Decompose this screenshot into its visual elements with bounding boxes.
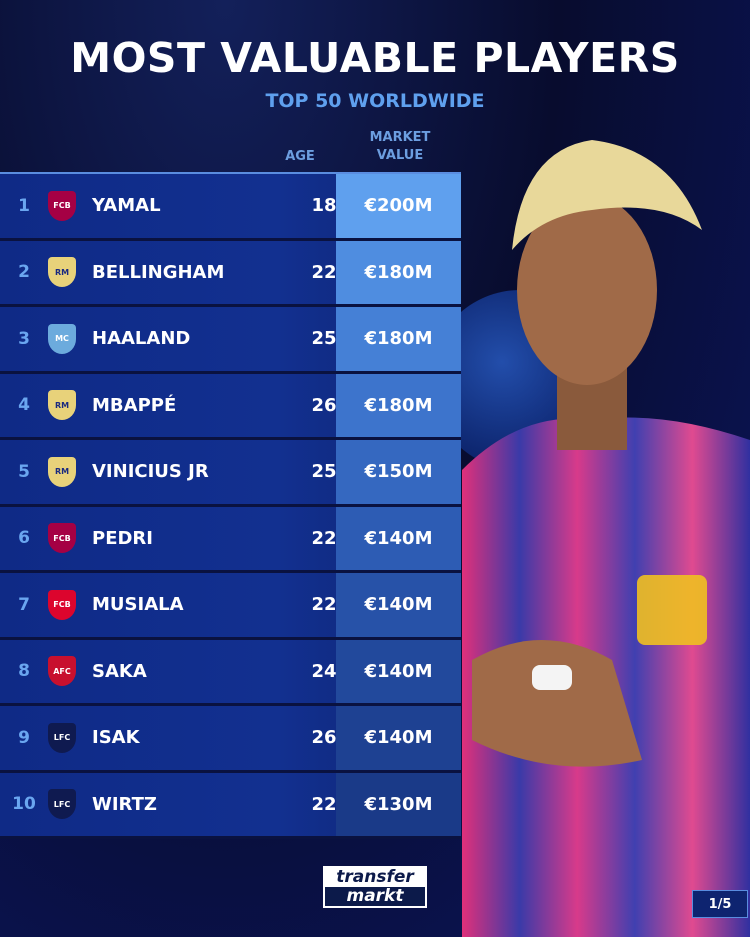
market-value: €130M — [336, 772, 461, 836]
page-subtitle: TOP 50 WORLDWIDE — [265, 90, 485, 112]
rank: 2 — [18, 262, 30, 283]
market-value: €180M — [336, 373, 461, 437]
club-crest-icon: FCB — [48, 190, 76, 221]
club-crest-icon: LFC — [48, 722, 76, 753]
player-age: 26 — [311, 727, 337, 749]
club-crest-icon: RM — [48, 390, 76, 421]
market-value: €140M — [336, 706, 461, 770]
column-header-market-value: MARKET VALUE — [350, 129, 450, 165]
club-crest-icon: AFC — [48, 656, 76, 687]
table-row: 7 FCB MUSIALA 22 €140M — [0, 573, 461, 640]
market-value: €180M — [336, 307, 461, 371]
player-name: BELLINGHAM — [92, 261, 225, 283]
table-row: 6 FCB PEDRI 22 €140M — [0, 506, 461, 573]
player-age: 26 — [311, 394, 337, 416]
player-name: MUSIALA — [92, 594, 184, 616]
market-value: €180M — [336, 240, 461, 304]
rank: 5 — [18, 461, 30, 482]
club-crest-icon: FCB — [48, 589, 76, 620]
player-name: ISAK — [92, 727, 140, 749]
column-header-market-value-line1: MARKET — [369, 130, 431, 145]
page-indicator: 1/5 — [692, 890, 748, 918]
rank: 4 — [18, 395, 30, 416]
club-crest-icon: FCB — [48, 523, 76, 554]
table-row: 10 LFC WIRTZ 22 €130M — [0, 772, 461, 839]
club-crest-icon: RM — [48, 257, 76, 288]
table-row: 8 AFC SAKA 24 €140M — [0, 639, 461, 706]
logo-text-markt: markt — [325, 887, 425, 906]
market-value: €140M — [336, 573, 461, 637]
player-name: PEDRI — [92, 527, 153, 549]
market-value: €200M — [336, 174, 461, 238]
player-name: VINICIUS JR — [92, 461, 209, 483]
player-age: 22 — [311, 793, 337, 815]
column-header-age: AGE — [285, 149, 315, 164]
table-row: 1 FCB YAMAL 18 €200M — [0, 174, 461, 241]
player-age: 25 — [311, 328, 337, 350]
rank: 10 — [12, 794, 36, 815]
player-age: 18 — [311, 195, 337, 217]
column-header-market-value-line2: VALUE — [376, 148, 424, 163]
player-name: YAMAL — [92, 195, 161, 217]
club-crest-icon: MC — [48, 323, 76, 354]
player-age: 22 — [311, 594, 337, 616]
market-value: €150M — [336, 440, 461, 504]
club-crest-icon: LFC — [48, 789, 76, 820]
rank: 1 — [18, 195, 30, 216]
rank: 9 — [18, 727, 30, 748]
table-row: 3 MC HAALAND 25 €180M — [0, 307, 461, 374]
market-value: €140M — [336, 639, 461, 703]
market-value: €140M — [336, 506, 461, 570]
club-crest-icon: RM — [48, 456, 76, 487]
player-name: HAALAND — [92, 328, 191, 350]
ranking-table: 1 FCB YAMAL 18 €200M 2 RM BELLINGHAM 22 €… — [0, 172, 461, 839]
player-name: WIRTZ — [92, 793, 157, 815]
player-name: MBAPPÉ — [92, 394, 177, 416]
table-row: 9 LFC ISAK 26 €140M — [0, 706, 461, 773]
table-row: 5 RM VINICIUS JR 25 €150M — [0, 440, 461, 507]
player-age: 25 — [311, 461, 337, 483]
table-row: 4 RM MBAPPÉ 26 €180M — [0, 373, 461, 440]
player-age: 22 — [311, 261, 337, 283]
player-age: 24 — [311, 660, 337, 682]
page-title: MOST VALUABLE PLAYERS — [70, 34, 680, 82]
player-age: 22 — [311, 527, 337, 549]
rank: 8 — [18, 661, 30, 682]
player-name: SAKA — [92, 660, 147, 682]
rank: 6 — [18, 528, 30, 549]
transfermarkt-logo: transfer markt — [323, 866, 427, 908]
player-photo — [462, 140, 750, 937]
rank: 3 — [18, 328, 30, 349]
table-row: 2 RM BELLINGHAM 22 €180M — [0, 240, 461, 307]
rank: 7 — [18, 594, 30, 615]
logo-text-transfer: transfer — [336, 867, 414, 887]
